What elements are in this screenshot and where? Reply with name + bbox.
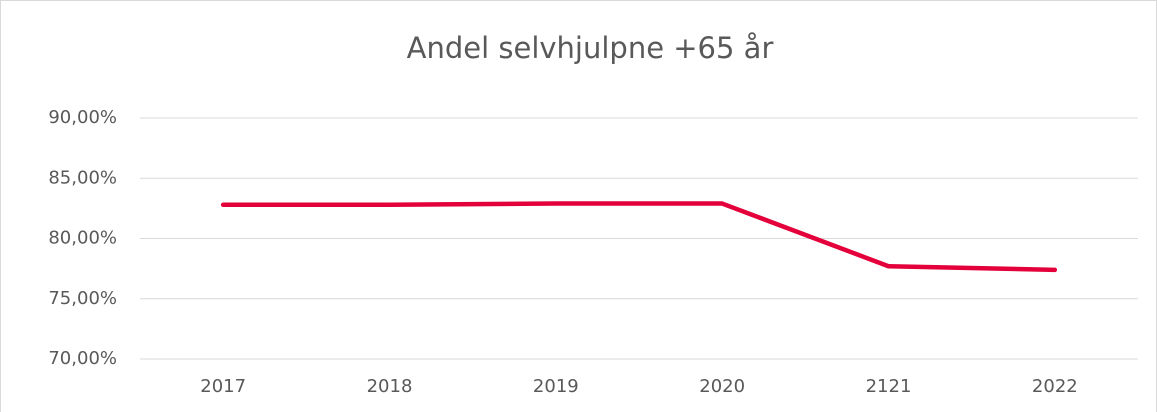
chart-title: Andel selvhjulpne +65 år xyxy=(407,31,774,65)
x-tick-label: 2019 xyxy=(533,376,579,397)
x-tick-label: 2121 xyxy=(866,376,912,397)
x-tick-label: 2017 xyxy=(200,376,246,397)
data-line xyxy=(220,201,1058,273)
x-tick-label: 2022 xyxy=(1032,376,1078,397)
y-tick-label: 70,00% xyxy=(48,348,117,369)
y-tick-label: 85,00% xyxy=(48,167,117,188)
y-tick-label: 90,00% xyxy=(48,107,117,128)
y-tick-label: 75,00% xyxy=(48,288,117,309)
x-tick-label: 2018 xyxy=(367,376,413,397)
y-tick-label: 80,00% xyxy=(48,228,117,249)
x-tick-label: 2020 xyxy=(699,376,745,397)
